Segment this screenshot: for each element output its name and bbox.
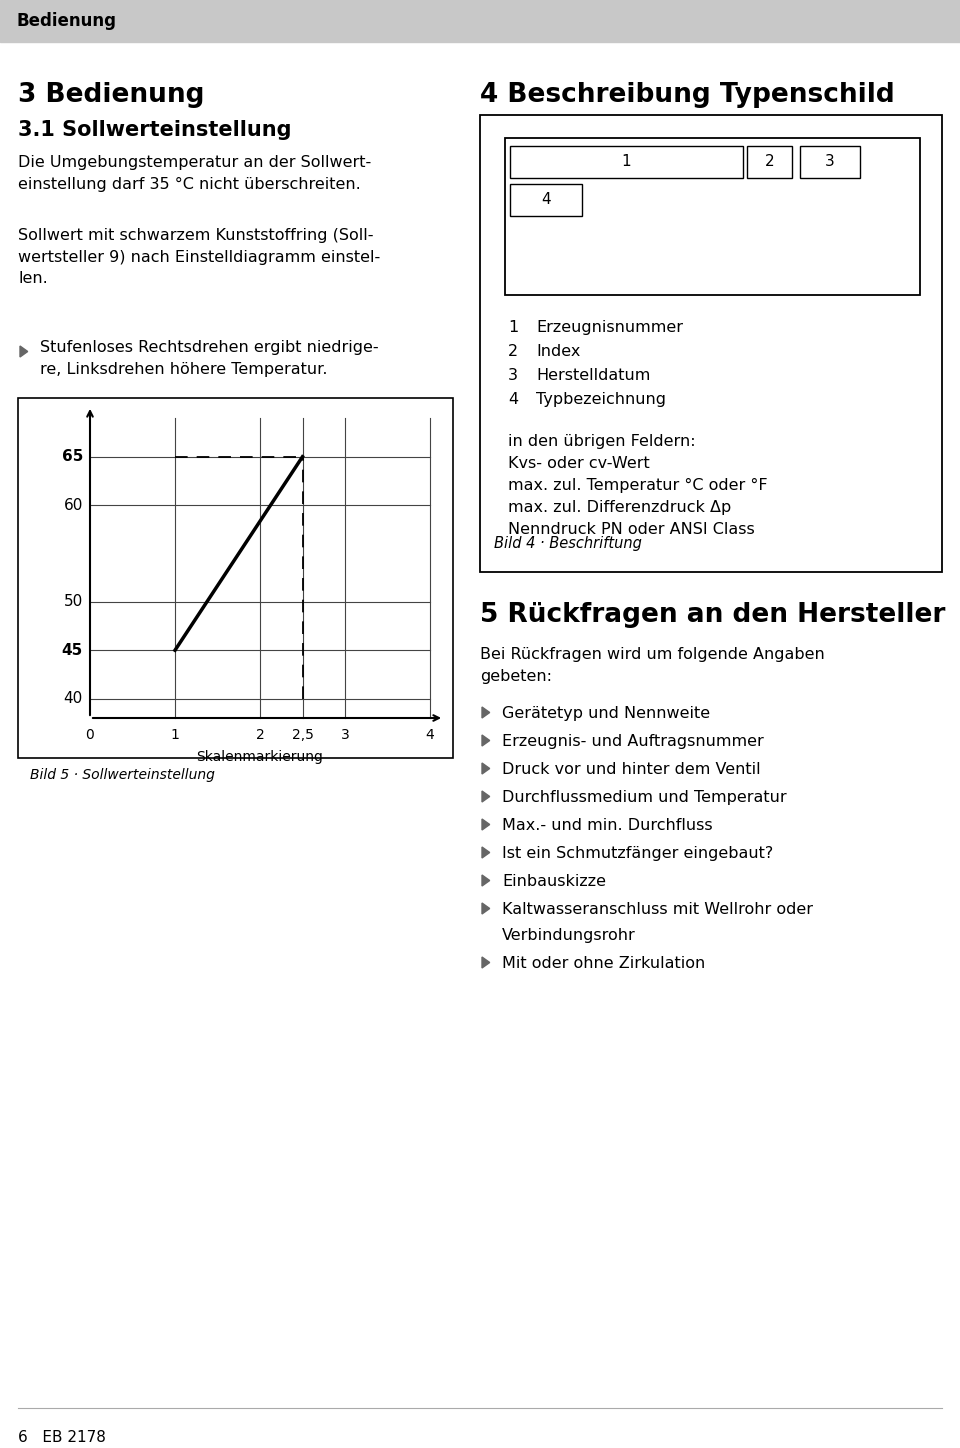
Text: 1: 1 (622, 155, 632, 169)
Text: Kvs- oder cv-Wert: Kvs- oder cv-Wert (508, 456, 650, 471)
Text: 45: 45 (61, 643, 83, 657)
Text: Ist ein Schmutzfänger eingebaut?: Ist ein Schmutzfänger eingebaut? (502, 846, 773, 862)
Text: 2: 2 (255, 728, 264, 741)
Text: Erzeugnisnummer: Erzeugnisnummer (536, 320, 683, 334)
Text: 4 Beschreibung Typenschild: 4 Beschreibung Typenschild (480, 83, 895, 109)
Bar (18, 398, 453, 757)
Text: Herstelldatum: Herstelldatum (536, 368, 650, 384)
Polygon shape (482, 957, 490, 969)
Text: max. zul. Temperatur °C oder °F: max. zul. Temperatur °C oder °F (508, 478, 768, 492)
Text: 4: 4 (425, 728, 434, 741)
Text: Gerätetyp und Nennweite: Gerätetyp und Nennweite (502, 707, 710, 721)
Text: 4: 4 (508, 392, 518, 407)
Text: 2,5: 2,5 (292, 728, 313, 741)
Polygon shape (482, 707, 490, 718)
Text: max. zul. Differenzdruck Δp: max. zul. Differenzdruck Δp (508, 500, 732, 515)
Text: 40: 40 (63, 691, 83, 707)
Bar (747, 146, 792, 178)
Text: 3 Bedienung: 3 Bedienung (18, 83, 204, 109)
Polygon shape (482, 904, 490, 914)
Bar (800, 146, 860, 178)
Polygon shape (482, 847, 490, 859)
Text: 4: 4 (541, 193, 551, 207)
Polygon shape (482, 763, 490, 775)
Text: Stufenloses Rechtsdrehen ergibt niedrige-
re, Linksdrehen höhere Temperatur.: Stufenloses Rechtsdrehen ergibt niedrige… (40, 340, 378, 376)
Text: Typbezeichnung: Typbezeichnung (536, 392, 666, 407)
Text: 3.1 Sollwerteinstellung: 3.1 Sollwerteinstellung (18, 120, 292, 140)
Text: Bild 4 · Beschriftung: Bild 4 · Beschriftung (494, 536, 642, 552)
Text: Druck vor und hinter dem Ventil: Druck vor und hinter dem Ventil (502, 762, 760, 778)
Text: Skalenmarkierung: Skalenmarkierung (197, 750, 324, 765)
Bar (510, 184, 582, 216)
Text: 65: 65 (61, 449, 83, 465)
Polygon shape (482, 820, 490, 830)
Text: 2: 2 (508, 345, 518, 359)
Text: Die Umgebungstemperatur an der Sollwert-
einstellung darf 35 °C nicht überschrei: Die Umgebungstemperatur an der Sollwert-… (18, 155, 372, 191)
Bar (480, 114, 942, 572)
Bar (0, 0, 960, 42)
Text: Sollwert mit schwarzem Kunststoffring (Soll-
wertsteller 9) nach Einstelldiagram: Sollwert mit schwarzem Kunststoffring (S… (18, 227, 380, 287)
Text: 6   EB 2178: 6 EB 2178 (18, 1431, 106, 1445)
Text: 3: 3 (341, 728, 349, 741)
Text: 0: 0 (85, 728, 94, 741)
Text: 60: 60 (63, 498, 83, 513)
Text: Index: Index (536, 345, 581, 359)
Bar (510, 146, 743, 178)
Text: Bei Rückfragen wird um folgende Angaben
gebeten:: Bei Rückfragen wird um folgende Angaben … (480, 647, 825, 683)
Text: Verbindungsrohr: Verbindungsrohr (502, 928, 636, 943)
Polygon shape (482, 736, 490, 746)
Bar (505, 138, 920, 295)
Text: Mit oder ohne Zirkulation: Mit oder ohne Zirkulation (502, 956, 706, 972)
Text: 1: 1 (171, 728, 180, 741)
Polygon shape (482, 791, 490, 802)
Text: Erzeugnis- und Auftragsnummer: Erzeugnis- und Auftragsnummer (502, 734, 764, 749)
Polygon shape (20, 346, 28, 358)
Text: 3: 3 (508, 368, 518, 384)
Text: 3: 3 (826, 155, 835, 169)
Text: Kaltwasseranschluss mit Wellrohr oder: Kaltwasseranschluss mit Wellrohr oder (502, 902, 813, 917)
Text: Max.- und min. Durchfluss: Max.- und min. Durchfluss (502, 818, 712, 833)
Text: Nenndruck PN oder ANSI Class: Nenndruck PN oder ANSI Class (508, 521, 755, 537)
Text: Durchflussmedium und Temperatur: Durchflussmedium und Temperatur (502, 791, 786, 805)
Text: in den übrigen Feldern:: in den übrigen Feldern: (508, 434, 696, 449)
Text: 1: 1 (508, 320, 518, 334)
Polygon shape (482, 875, 490, 886)
Text: 50: 50 (63, 594, 83, 610)
Text: 5 Rückfragen an den Hersteller: 5 Rückfragen an den Hersteller (480, 602, 946, 628)
Text: Bild 5 · Sollwerteinstellung: Bild 5 · Sollwerteinstellung (30, 767, 215, 782)
Text: Einbauskizze: Einbauskizze (502, 875, 606, 889)
Text: Bedienung: Bedienung (16, 12, 116, 30)
Text: 2: 2 (765, 155, 775, 169)
